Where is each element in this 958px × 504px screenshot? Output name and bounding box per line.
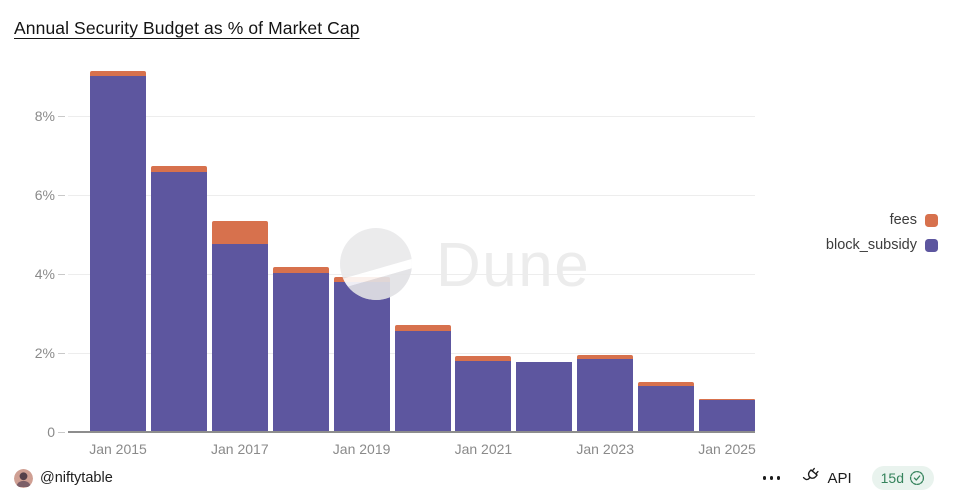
bar-jan-2015[interactable] [90, 71, 146, 432]
bar-segment-fees [150, 166, 207, 173]
x-axis-tick-label: Jan 2023 [576, 441, 634, 457]
author-avatar [14, 468, 33, 488]
plot-area: Dune 0 2% 4% 6% 8% Jan 2015 Jan 2017 Jan 2019 J… [35, 60, 756, 457]
bar-segment-block-subsidy [394, 330, 451, 432]
bar-segment-fees [577, 354, 634, 360]
legend-item-block_subsidy[interactable]: block_subsidy [826, 237, 938, 253]
y-axis-tick-label: 8% [34, 108, 55, 124]
bar-segment-fees [455, 355, 512, 361]
y-axis-tick-label: 4% [34, 266, 55, 282]
y-axis-tick [58, 274, 65, 275]
bar-jan-2024[interactable] [638, 382, 695, 432]
y-axis-tick [58, 116, 65, 117]
bar-segment-block-subsidy [90, 75, 146, 432]
bar-segment-block-subsidy [333, 281, 390, 432]
author-name: @niftytable [40, 470, 113, 486]
x-axis-tick-label: Jan 2021 [454, 441, 513, 457]
bar-segment-block-subsidy [272, 273, 329, 432]
author-link[interactable]: @niftytable [14, 468, 113, 488]
api-label: API [827, 469, 852, 487]
api-button[interactable]: API [802, 466, 852, 490]
bar-jan-2021[interactable] [455, 355, 512, 432]
x-axis-tick-label: Jan 2015 [89, 441, 147, 457]
legend: fees block_subsidy [826, 212, 938, 253]
bar-segment-block-subsidy [455, 360, 512, 432]
bar-jan-2022[interactable] [516, 361, 573, 432]
bar-segment-block-subsidy [638, 386, 695, 432]
y-axis-tick [58, 195, 65, 196]
legend-item-fees[interactable]: fees [890, 212, 938, 228]
bar-jan-2023[interactable] [577, 354, 634, 432]
y-axis-tick [58, 432, 65, 433]
bar-jan-2017[interactable] [211, 221, 268, 432]
footer-actions: API 15d [761, 466, 934, 490]
freshness-text: 15d [880, 470, 904, 486]
y-axis-tick-label: 6% [34, 187, 55, 203]
bar-jan-2016[interactable] [150, 166, 207, 432]
plug-icon [802, 466, 821, 490]
gridline [68, 116, 755, 117]
bar-jan-2025[interactable] [699, 399, 755, 432]
legend-label: fees [889, 212, 917, 228]
bar-segment-fees [272, 267, 329, 274]
bar-jan-2018[interactable] [272, 267, 329, 432]
legend-swatch [925, 238, 938, 252]
more-options-button[interactable] [761, 472, 783, 484]
verified-seal-icon [909, 470, 925, 486]
bar-jan-2019[interactable] [333, 277, 390, 432]
y-axis-tick-label: 0 [47, 424, 55, 440]
data-freshness-badge[interactable]: 15d [871, 466, 934, 490]
x-axis-tick-label: Jan 2025 [698, 441, 756, 457]
chart-title[interactable]: Annual Security Budget as % of Market Ca… [14, 18, 360, 38]
bar-segment-fees [90, 71, 146, 76]
bar-jan-2020[interactable] [394, 325, 451, 432]
dune-logo-watermark [340, 228, 412, 300]
bar-segment-block-subsidy [211, 243, 268, 432]
x-axis-tick-label: Jan 2019 [332, 441, 391, 457]
bar-segment-block-subsidy [516, 362, 573, 432]
x-axis-line [68, 431, 755, 433]
bar-segment-fees [211, 221, 268, 244]
dune-watermark-text: Dune [436, 231, 591, 300]
bar-segment-block-subsidy [699, 399, 755, 432]
bar-segment-fees [516, 361, 573, 363]
x-axis-tick-label: Jan 2017 [210, 441, 269, 457]
gridline [68, 195, 755, 196]
bar-segment-block-subsidy [577, 359, 634, 432]
footer: @niftytable API 15d [0, 456, 958, 504]
legend-label: block_subsidy [825, 237, 917, 253]
y-axis-tick-label: 2% [34, 345, 55, 361]
bar-segment-block-subsidy [150, 172, 207, 432]
bar-segment-fees [394, 325, 451, 331]
legend-swatch [925, 213, 938, 227]
bar-segment-fees [638, 382, 695, 387]
y-axis-tick [58, 353, 65, 354]
